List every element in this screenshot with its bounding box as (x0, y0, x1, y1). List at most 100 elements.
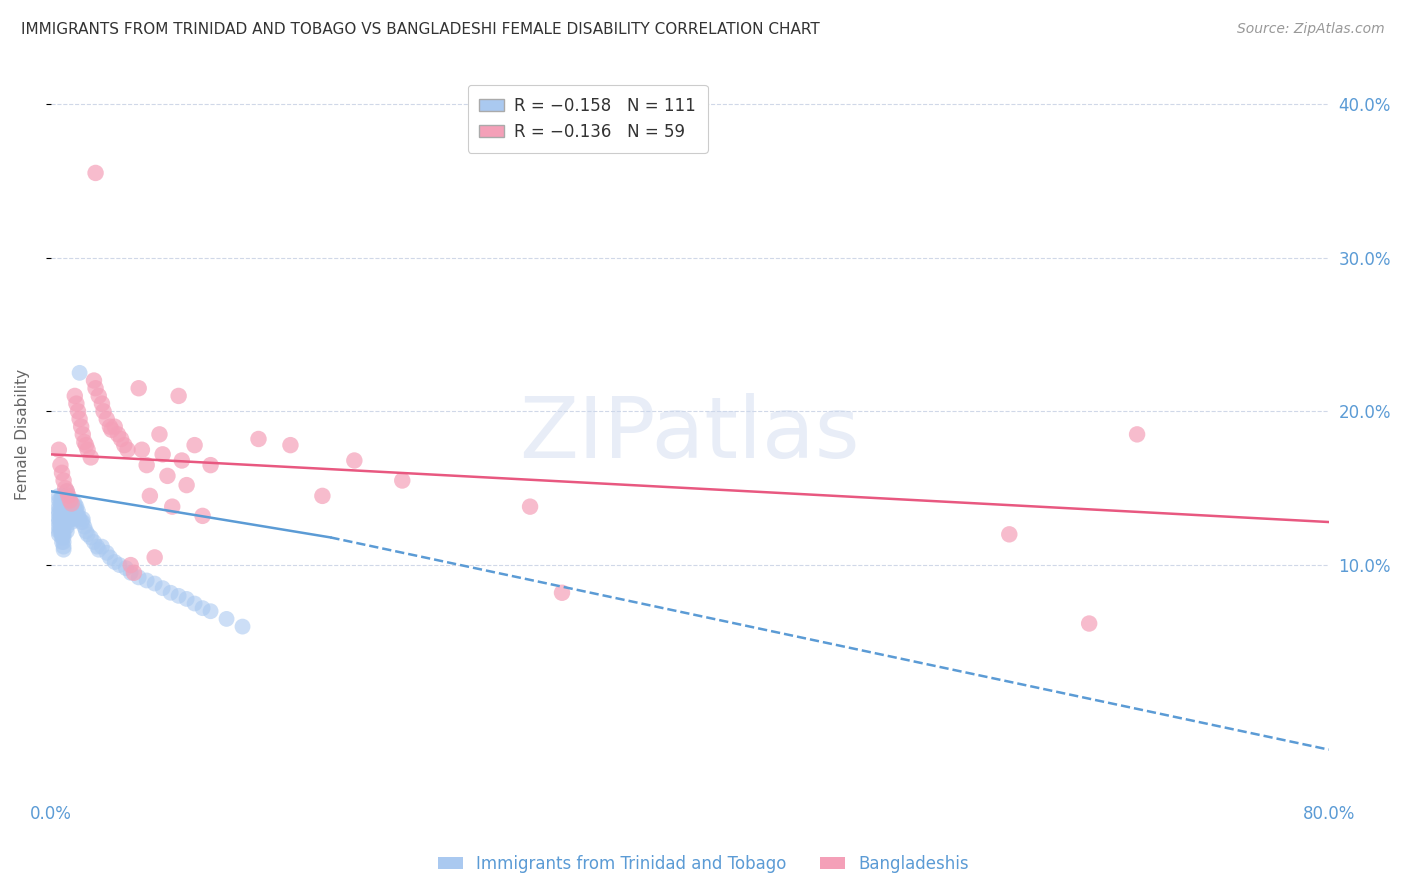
Immigrants from Trinidad and Tobago (80, 530, 103, 544)
Immigrants from Trinidad and Tobago (52, 500, 75, 514)
Immigrants from Trinidad and Tobago (51, 519, 73, 533)
Bangladeshis (1126, 427, 1149, 442)
Immigrants from Trinidad and Tobago (51, 524, 73, 539)
Immigrants from Trinidad and Tobago (70, 515, 93, 529)
Immigrants from Trinidad and Tobago (128, 570, 150, 584)
Bangladeshis (200, 458, 222, 472)
Immigrants from Trinidad and Tobago (48, 527, 70, 541)
Bangladeshis (69, 412, 91, 426)
Immigrants from Trinidad and Tobago (59, 500, 82, 514)
Bangladeshis (148, 427, 170, 442)
Immigrants from Trinidad and Tobago (56, 519, 79, 533)
Immigrants from Trinidad and Tobago (53, 504, 76, 518)
Bangladeshis (343, 453, 366, 467)
Immigrants from Trinidad and Tobago (69, 366, 91, 380)
Y-axis label: Female Disability: Female Disability (15, 368, 30, 500)
Bangladeshis (83, 374, 105, 388)
Immigrants from Trinidad and Tobago (56, 515, 79, 529)
Immigrants from Trinidad and Tobago (63, 500, 86, 514)
Immigrants from Trinidad and Tobago (159, 586, 181, 600)
Immigrants from Trinidad and Tobago (48, 519, 70, 533)
Immigrants from Trinidad and Tobago (72, 515, 94, 529)
Immigrants from Trinidad and Tobago (53, 512, 76, 526)
Immigrants from Trinidad and Tobago (52, 530, 75, 544)
Immigrants from Trinidad and Tobago (135, 574, 157, 588)
Immigrants from Trinidad and Tobago (176, 591, 198, 606)
Immigrants from Trinidad and Tobago (65, 508, 87, 523)
Immigrants from Trinidad and Tobago (108, 558, 131, 573)
Immigrants from Trinidad and Tobago (60, 500, 83, 514)
Immigrants from Trinidad and Tobago (52, 540, 75, 554)
Immigrants from Trinidad and Tobago (52, 519, 75, 533)
Immigrants from Trinidad and Tobago (115, 561, 138, 575)
Immigrants from Trinidad and Tobago (63, 504, 86, 518)
Bangladeshis (162, 500, 184, 514)
Immigrants from Trinidad and Tobago (59, 497, 82, 511)
Immigrants from Trinidad and Tobago (51, 527, 73, 541)
Immigrants from Trinidad and Tobago (66, 508, 89, 523)
Text: IMMIGRANTS FROM TRINIDAD AND TOBAGO VS BANGLADESHI FEMALE DISABILITY CORRELATION: IMMIGRANTS FROM TRINIDAD AND TOBAGO VS B… (21, 22, 820, 37)
Immigrants from Trinidad and Tobago (83, 535, 105, 549)
Bangladeshis (70, 419, 93, 434)
Immigrants from Trinidad and Tobago (91, 540, 114, 554)
Bangladeshis (139, 489, 162, 503)
Immigrants from Trinidad and Tobago (51, 489, 73, 503)
Immigrants from Trinidad and Tobago (49, 508, 72, 523)
Bangladeshis (56, 484, 79, 499)
Bangladeshis (998, 527, 1021, 541)
Legend: Immigrants from Trinidad and Tobago, Bangladeshis: Immigrants from Trinidad and Tobago, Ban… (430, 848, 976, 880)
Immigrants from Trinidad and Tobago (53, 500, 76, 514)
Immigrants from Trinidad and Tobago (53, 497, 76, 511)
Immigrants from Trinidad and Tobago (73, 519, 96, 533)
Immigrants from Trinidad and Tobago (51, 504, 73, 518)
Bangladeshis (52, 474, 75, 488)
Immigrants from Trinidad and Tobago (48, 515, 70, 529)
Immigrants from Trinidad and Tobago (183, 597, 205, 611)
Bangladeshis (73, 435, 96, 450)
Immigrants from Trinidad and Tobago (52, 524, 75, 539)
Immigrants from Trinidad and Tobago (56, 500, 79, 514)
Immigrants from Trinidad and Tobago (52, 527, 75, 541)
Immigrants from Trinidad and Tobago (56, 489, 79, 503)
Bangladeshis (84, 381, 107, 395)
Immigrants from Trinidad and Tobago (51, 493, 73, 508)
Point (84, 166, 107, 180)
Immigrants from Trinidad and Tobago (52, 504, 75, 518)
Immigrants from Trinidad and Tobago (49, 493, 72, 508)
Immigrants from Trinidad and Tobago (51, 515, 73, 529)
Bangladeshis (53, 481, 76, 495)
Immigrants from Trinidad and Tobago (48, 524, 70, 539)
Bangladeshis (170, 453, 193, 467)
Bangladeshis (1078, 616, 1101, 631)
Immigrants from Trinidad and Tobago (52, 512, 75, 526)
Immigrants from Trinidad and Tobago (63, 508, 86, 523)
Immigrants from Trinidad and Tobago (49, 500, 72, 514)
Immigrants from Trinidad and Tobago (60, 512, 83, 526)
Bangladeshis (75, 438, 97, 452)
Text: Source: ZipAtlas.com: Source: ZipAtlas.com (1237, 22, 1385, 37)
Bangladeshis (48, 442, 70, 457)
Immigrants from Trinidad and Tobago (51, 500, 73, 514)
Bangladeshis (58, 489, 80, 503)
Immigrants from Trinidad and Tobago (72, 512, 94, 526)
Immigrants from Trinidad and Tobago (96, 546, 118, 560)
Bangladeshis (128, 381, 150, 395)
Immigrants from Trinidad and Tobago (48, 508, 70, 522)
Bangladeshis (91, 396, 114, 410)
Immigrants from Trinidad and Tobago (75, 524, 97, 539)
Immigrants from Trinidad and Tobago (48, 512, 70, 526)
Bangladeshis (107, 427, 129, 442)
Immigrants from Trinidad and Tobago (143, 576, 166, 591)
Text: ZIPatlas: ZIPatlas (519, 392, 860, 475)
Immigrants from Trinidad and Tobago (48, 500, 70, 514)
Bangladeshis (191, 508, 214, 523)
Bangladeshis (110, 432, 132, 446)
Bangladeshis (117, 442, 139, 457)
Bangladeshis (152, 447, 174, 461)
Bangladeshis (87, 389, 110, 403)
Bangladeshis (519, 500, 541, 514)
Immigrants from Trinidad and Tobago (59, 504, 82, 518)
Immigrants from Trinidad and Tobago (49, 524, 72, 539)
Bangladeshis (72, 427, 94, 442)
Immigrants from Trinidad and Tobago (48, 493, 70, 508)
